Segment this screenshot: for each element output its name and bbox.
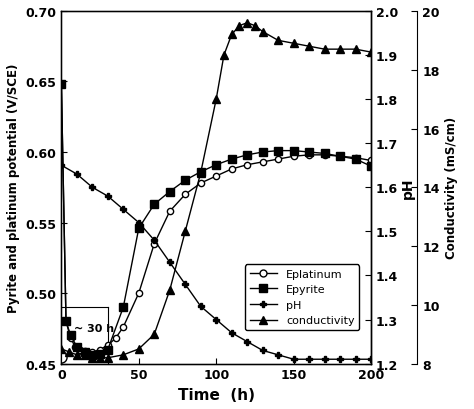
Text: ~ 30 h: ~ 30 h xyxy=(74,324,114,333)
Y-axis label: Pyrite and platinum potential (V/SCE): Pyrite and platinum potential (V/SCE) xyxy=(7,63,20,312)
Legend: Eplatinum, Epyrite, pH, conductivity: Eplatinum, Epyrite, pH, conductivity xyxy=(245,265,359,330)
X-axis label: Time  (h): Time (h) xyxy=(178,387,255,402)
Y-axis label: pH: pH xyxy=(401,177,415,198)
Y-axis label: Conductivity (mS/cm): Conductivity (mS/cm) xyxy=(446,117,458,259)
